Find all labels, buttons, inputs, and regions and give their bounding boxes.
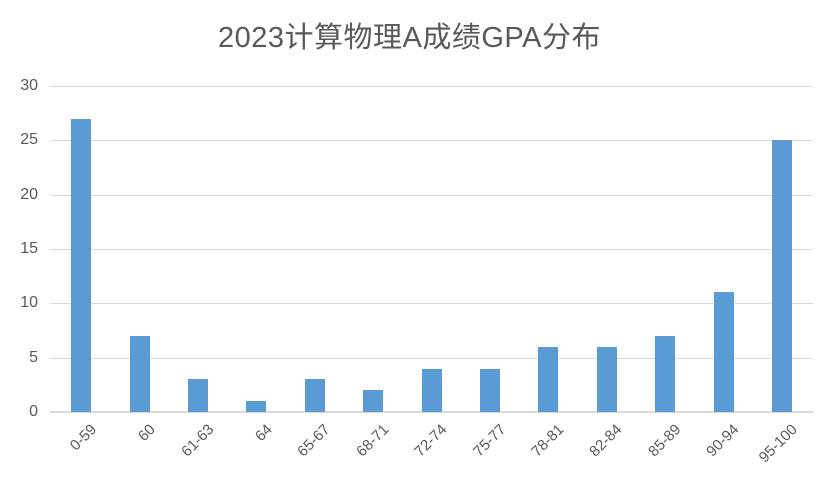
bar-85-89 bbox=[655, 335, 676, 412]
gridline-15 bbox=[50, 249, 813, 250]
gridline-5 bbox=[50, 357, 813, 359]
y-axis-tick-label-20: 20 bbox=[20, 185, 38, 203]
x-axis-category-label-0-59: 0-59 bbox=[66, 421, 101, 455]
x-axis-category-label-85-89: 85-89 bbox=[645, 421, 685, 461]
bar-0-59 bbox=[71, 118, 92, 412]
bar-61-63 bbox=[188, 379, 208, 412]
bar-64 bbox=[246, 401, 267, 412]
bar-75-77 bbox=[480, 368, 500, 412]
x-axis-category-label-78-81: 78-81 bbox=[528, 421, 568, 461]
x-axis-category-label-75-77: 75-77 bbox=[469, 421, 510, 461]
bar-90-94 bbox=[713, 292, 734, 412]
x-axis-category-label-95-100: 95-100 bbox=[755, 421, 802, 467]
bar-60 bbox=[129, 335, 150, 412]
x-axis-category-label-90-94: 90-94 bbox=[703, 421, 743, 461]
x-axis-category-label-68-71: 68-71 bbox=[353, 421, 393, 461]
y-axis-tick-label-0: 0 bbox=[29, 403, 38, 420]
x-axis-line bbox=[50, 411, 813, 413]
x-axis-category-label-82-84: 82-84 bbox=[586, 421, 626, 461]
gridline-10 bbox=[50, 303, 813, 305]
x-axis-category-label-61-63: 61-63 bbox=[177, 421, 218, 461]
y-axis-tick-label-10: 10 bbox=[20, 294, 38, 312]
y-axis-tick-label-30: 30 bbox=[20, 77, 38, 94]
x-axis-category-label-65-67: 65-67 bbox=[294, 421, 334, 461]
gridline-30 bbox=[50, 86, 813, 87]
bar-72-74 bbox=[421, 368, 442, 412]
x-axis-category-label-60: 60 bbox=[134, 421, 159, 445]
bar-95-100 bbox=[772, 140, 792, 412]
y-axis-tick-label-15: 15 bbox=[20, 240, 38, 257]
bar-65-67 bbox=[304, 379, 325, 412]
y-axis-tick-label-5: 5 bbox=[29, 348, 38, 366]
y-axis-tick-label-25: 25 bbox=[20, 131, 38, 149]
chart-title: 2023计算物理A成绩GPA分布 bbox=[218, 22, 601, 54]
bar-68-71 bbox=[363, 390, 384, 412]
x-axis-category-label-64: 64 bbox=[251, 421, 276, 445]
bar-78-81 bbox=[538, 346, 559, 412]
x-axis-category-label-72-74: 72-74 bbox=[411, 421, 451, 461]
gridline-25 bbox=[50, 140, 813, 142]
gridline-20 bbox=[50, 194, 813, 196]
bar-82-84 bbox=[596, 346, 617, 412]
